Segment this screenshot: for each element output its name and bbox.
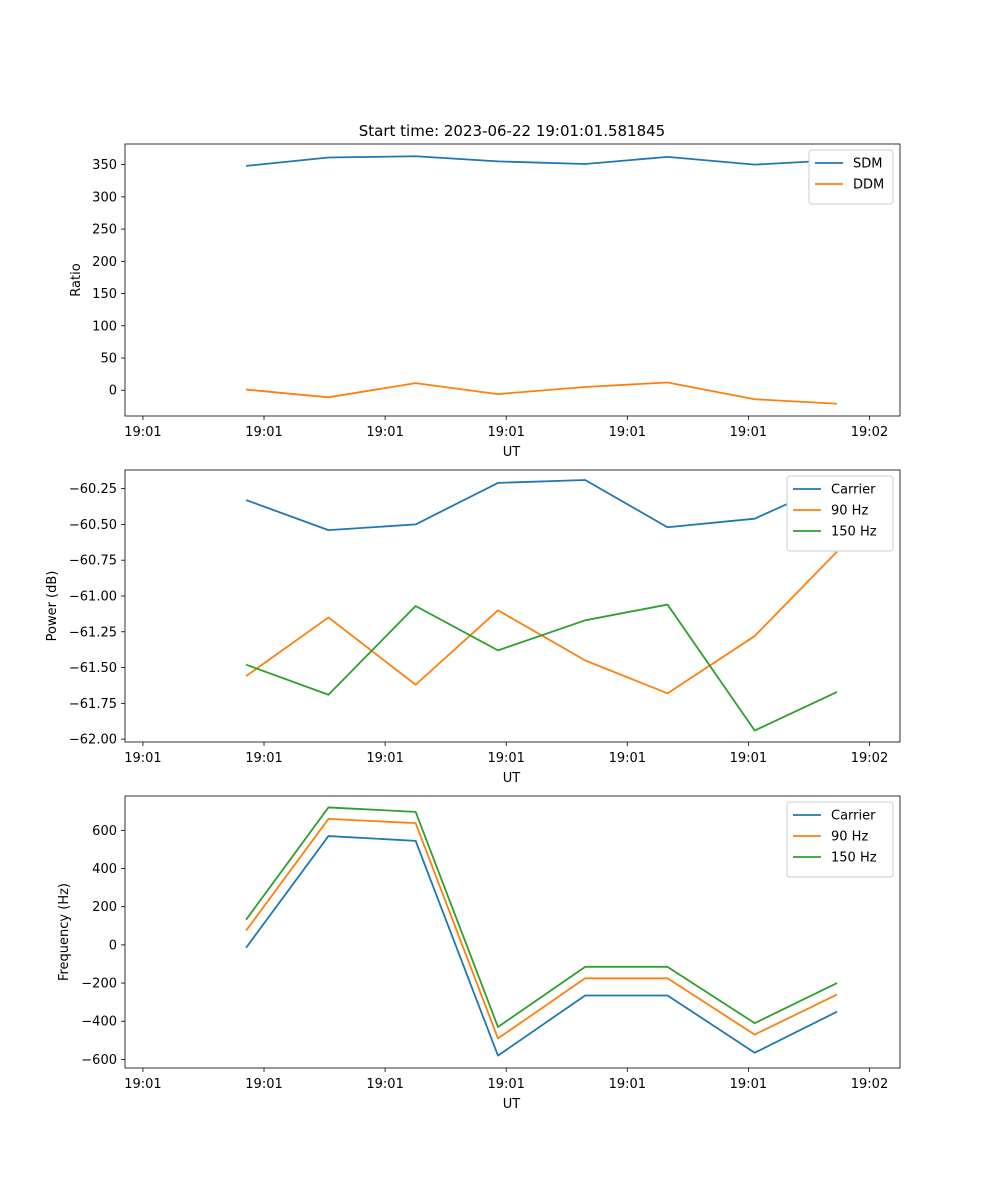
y-tick-label: 0 bbox=[109, 938, 117, 953]
legend-label: DDM bbox=[853, 178, 884, 193]
subplot-2: 19:01 19:01 19:01 19:01 19:01 19:01 19:02 UT −62… bbox=[45, 469, 901, 786]
y-tick-label: −61.00 bbox=[69, 589, 117, 604]
subplot-3: 19:01 19:01 19:01 19:01 19:01 19:01 19:02 UT −60… bbox=[57, 795, 901, 1112]
y-tick-label: 300 bbox=[92, 190, 117, 205]
axes-frame bbox=[124, 469, 901, 743]
subplot-group: 19:01 19:01 19:01 19:01 19:01 19:01 19:02 UT 0 50… bbox=[45, 143, 901, 1112]
x-tick-label: 19:01 bbox=[609, 1077, 646, 1092]
series-line-sdm bbox=[246, 155, 838, 167]
series-line-ddm bbox=[246, 381, 838, 405]
x-tick-label: 19:01 bbox=[730, 751, 767, 766]
y-tick-label: −400 bbox=[81, 1015, 117, 1030]
series-line-150-hz bbox=[245, 806, 838, 1028]
x-tick-label: 19:01 bbox=[366, 751, 403, 766]
legend-box bbox=[786, 475, 894, 552]
y-tick-label: −60.50 bbox=[69, 518, 117, 533]
legend-label: Carrier bbox=[831, 809, 876, 824]
y-tick-label: −61.50 bbox=[69, 661, 117, 676]
y-tick-label: 150 bbox=[92, 287, 117, 302]
y-tick-label: −61.25 bbox=[69, 625, 117, 640]
x-tick-label: 19:01 bbox=[730, 425, 767, 440]
y-tick-label: −600 bbox=[81, 1053, 117, 1068]
x-tick-label: 19:01 bbox=[124, 1077, 161, 1092]
legend: Carrier 90 Hz 150 Hz bbox=[786, 801, 894, 878]
x-axis-label: UT bbox=[503, 1097, 521, 1112]
x-tick-label: 19:02 bbox=[851, 425, 888, 440]
y-axis-label: Ratio bbox=[69, 263, 84, 296]
y-tick-label: −60.25 bbox=[69, 482, 117, 497]
series-line-150-hz bbox=[245, 603, 838, 732]
legend-label: SDM bbox=[853, 157, 882, 172]
legend-label: 150 Hz bbox=[831, 851, 877, 866]
y-tick-label: −60.75 bbox=[69, 554, 117, 569]
x-tick-label: 19:01 bbox=[366, 1077, 403, 1092]
x-tick-label: 19:01 bbox=[124, 425, 161, 440]
y-tick-label: 250 bbox=[92, 223, 117, 238]
y-tick-label: −200 bbox=[81, 977, 117, 992]
y-tick-label: 200 bbox=[92, 900, 117, 915]
x-tick-label: 19:01 bbox=[487, 425, 524, 440]
legend: Carrier 90 Hz 150 Hz bbox=[786, 475, 894, 552]
y-axis-label: Frequency (Hz) bbox=[57, 883, 72, 981]
x-tick-label: 19:01 bbox=[124, 751, 161, 766]
axes-frame bbox=[124, 795, 901, 1069]
x-tick-label: 19:01 bbox=[487, 1077, 524, 1092]
x-tick-label: 19:01 bbox=[609, 751, 646, 766]
x-tick-label: 19:01 bbox=[609, 425, 646, 440]
y-tick-label: 50 bbox=[100, 351, 117, 366]
y-tick-label: 400 bbox=[92, 862, 117, 877]
legend: SDM DDM bbox=[808, 149, 894, 205]
y-tick-label: −62.00 bbox=[69, 733, 117, 748]
y-tick-label: 600 bbox=[92, 824, 117, 839]
x-axis-label: UT bbox=[503, 771, 521, 786]
subplot-1: 19:01 19:01 19:01 19:01 19:01 19:01 19:02 UT 0 50… bbox=[69, 143, 901, 460]
x-tick-label: 19:01 bbox=[487, 751, 524, 766]
x-tick-label: 19:01 bbox=[366, 425, 403, 440]
legend-label: Carrier bbox=[831, 483, 876, 498]
series-line-carrier bbox=[245, 479, 838, 532]
x-tick-label: 19:01 bbox=[730, 1077, 767, 1092]
legend-label: 90 Hz bbox=[831, 504, 868, 519]
legend-box bbox=[786, 801, 894, 878]
axes-frame bbox=[124, 143, 901, 417]
figure-title: Start time: 2023-06-22 19:01:01.581845 bbox=[359, 122, 665, 140]
x-axis-label: UT bbox=[503, 445, 521, 460]
y-tick-label: −61.75 bbox=[69, 697, 117, 712]
legend-label: 90 Hz bbox=[831, 830, 868, 845]
y-tick-label: 200 bbox=[92, 255, 117, 270]
x-tick-label: 19:01 bbox=[245, 1077, 282, 1092]
x-tick-label: 19:01 bbox=[245, 425, 282, 440]
y-tick-label: 100 bbox=[92, 319, 117, 334]
x-tick-label: 19:01 bbox=[245, 751, 282, 766]
series-line-90-hz bbox=[245, 818, 838, 1040]
series-line-carrier bbox=[245, 835, 838, 1057]
y-tick-label: 350 bbox=[92, 158, 117, 173]
y-axis-label: Power (dB) bbox=[45, 571, 60, 642]
legend-label: 150 Hz bbox=[831, 525, 877, 540]
y-tick-label: 0 bbox=[109, 384, 117, 399]
x-tick-label: 19:02 bbox=[851, 1077, 888, 1092]
x-tick-label: 19:02 bbox=[851, 751, 888, 766]
